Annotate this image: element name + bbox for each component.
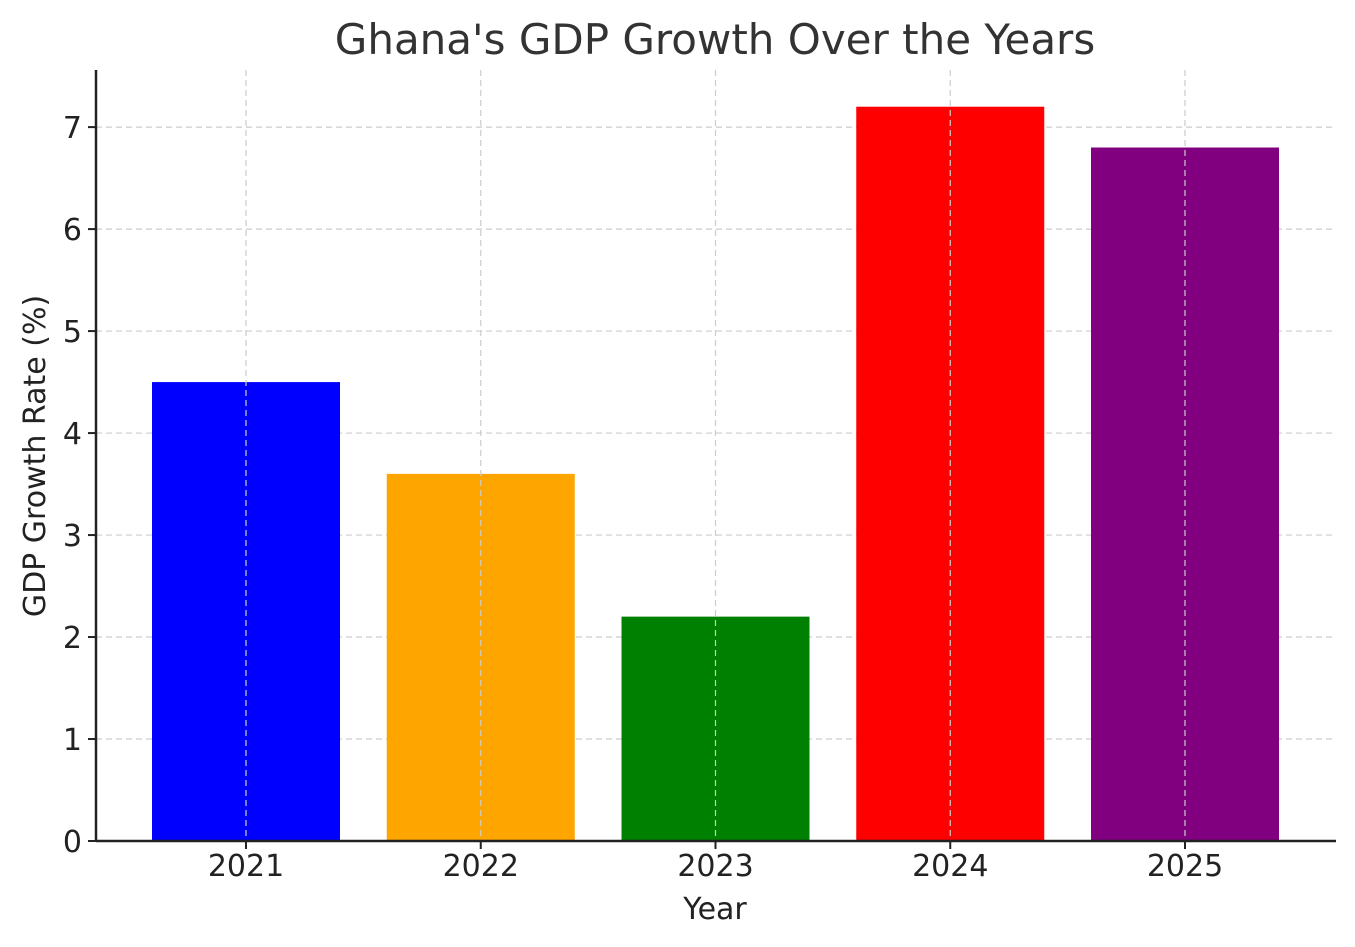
y-tick-label: 5	[63, 315, 82, 350]
y-tick-label: 3	[63, 519, 82, 554]
y-axis-label: GDP Growth Rate (%)	[18, 295, 53, 617]
x-tick-label: 2023	[677, 849, 753, 884]
x-tick-label: 2025	[1147, 849, 1223, 884]
chart-title: Ghana's GDP Growth Over the Years	[335, 15, 1095, 64]
x-tick-label: 2021	[208, 849, 284, 884]
y-tick-label: 6	[63, 213, 82, 248]
x-tick-label: 2022	[443, 849, 519, 884]
x-axis-label: Year	[682, 892, 747, 927]
vertical-grid-layer	[245, 70, 1186, 841]
x-ticks: 2021 2022 2023 2024 2025	[208, 841, 1223, 884]
y-tick-label: 2	[63, 621, 82, 656]
x-tick-label: 2024	[912, 849, 988, 884]
y-tick-label: 7	[63, 111, 82, 146]
y-tick-label: 0	[63, 825, 82, 860]
y-ticks: 0 1 2 3 4 5 6 7	[63, 111, 96, 860]
y-tick-label: 1	[63, 723, 82, 758]
y-tick-label: 4	[63, 417, 82, 452]
